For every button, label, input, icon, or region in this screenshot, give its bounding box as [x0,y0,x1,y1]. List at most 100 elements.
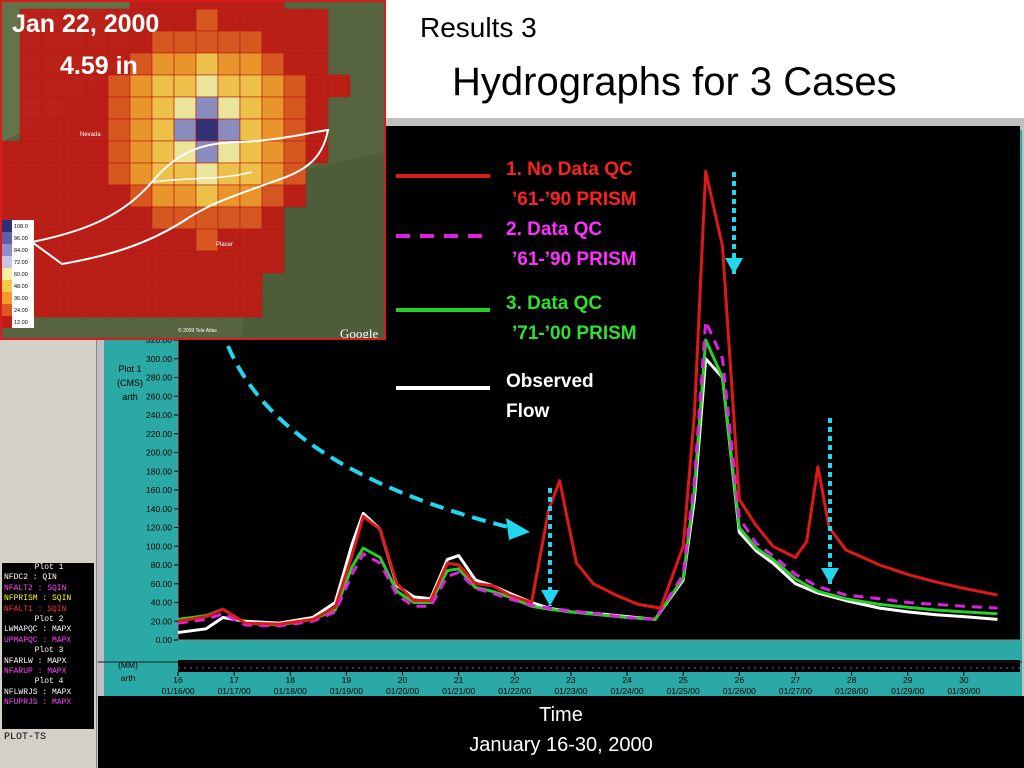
legend-label: Observed [506,371,594,392]
precip-cell [85,140,109,164]
precip-cell [217,96,241,120]
scale-label-bg [12,292,34,304]
legend-label: 1. No Data QC [506,159,633,180]
mm-caption: arth [121,673,136,683]
scale-swatch [2,304,12,316]
precip-cell [151,250,175,274]
precip-cell [129,250,153,274]
precip-cell [151,2,175,10]
precip-cell [107,140,131,164]
precip-cell [239,74,263,98]
precip-cell [41,162,65,186]
scale-value: 12.00 [14,320,28,326]
precip-cell [2,184,21,208]
precip-cell [173,272,197,296]
legend-list-item: UPMAPQC : MAPX [4,635,72,645]
precip-cell [63,228,87,252]
precip-cell [85,184,109,208]
legend-label: 2. Data QC [506,219,602,240]
precip-cell [261,96,285,120]
precip-cell [129,118,153,142]
precip-cell [19,162,43,186]
y-tick-label: 200.00 [146,448,172,458]
precip-cell [63,206,87,230]
precip-cell [283,30,307,54]
x-tick-date: 01/21/00 [442,686,475,696]
legend-label: ’71-’00 PRISM [512,323,637,344]
legend-label: Flow [506,401,549,422]
precip-cell [239,8,263,32]
precip-cell [151,74,175,98]
x-tick-date: 01/16/00 [161,686,194,696]
precip-cell [129,2,153,10]
x-tick-date: 01/23/00 [554,686,587,696]
precip-cell [85,294,109,318]
y-tick-label: 40.00 [151,598,173,608]
precip-cell [63,294,87,318]
precip-cell [261,30,285,54]
precip-cell [107,96,131,120]
precip-cell [151,272,175,296]
google-logo: Google [340,326,379,338]
x-axis-title-band [98,696,1024,768]
precip-cell [151,140,175,164]
x-tick-day: 21 [454,675,464,685]
precip-cell [85,96,109,120]
legend-list-item: NFLWRJS : MAPX [4,687,72,697]
precip-cell [195,228,219,252]
precip-cell [305,30,329,54]
scale-label-bg [12,268,34,280]
precip-cell [217,140,241,164]
precip-cell [173,8,197,32]
x-tick-date: 01/22/00 [498,686,531,696]
precip-cell [217,74,241,98]
precip-cell [195,206,219,230]
precip-cell [239,184,263,208]
precip-cell [195,74,219,98]
place-label: Nevada [80,132,101,138]
x-tick-date: 01/28/00 [835,686,868,696]
precip-cell [261,250,285,274]
legend-list-item: NFPRISM : SQIN [4,594,72,604]
y-tick-label: 0.00 [155,635,172,645]
legend-list-item: Plot 4 [34,677,64,687]
scale-value: 108.0 [14,224,28,230]
x-tick-date: 01/27/00 [779,686,812,696]
precip-cell [2,162,21,186]
precip-cell [239,30,263,54]
plot-ts-label: PLOT-TS [4,732,47,743]
precip-cell [239,118,263,142]
precip-cell [239,96,263,120]
x-tick-day: 25 [678,675,688,685]
precip-cell [19,96,43,120]
y-tick-label: 160.00 [146,485,172,495]
x-tick-date: 01/20/00 [386,686,419,696]
scale-value: 24.00 [14,308,28,314]
precip-cell [261,52,285,76]
x-tick-day: 18 [286,675,296,685]
annotation-arrow-map-head [506,518,530,540]
legend-list-item: NFARUP : MAPX [4,667,67,677]
precip-cell [173,52,197,76]
plot-legend-list: Plot 1 NFDC2 : QIN NFALT2 : SQIN NFPRISM : … [2,563,94,729]
y-axis-caption: (CMS) [117,378,143,388]
x-tick-day: 20 [398,675,408,685]
precip-cell [173,30,197,54]
precip-cell [129,206,153,230]
y-tick-label: 60.00 [151,579,173,589]
precip-cell [107,162,131,186]
precip-cell [41,140,65,164]
x-tick-day: 23 [566,675,576,685]
legend-list-item: NFALT2 : SQIN [4,583,67,593]
legend-list-item: NFARLW : MAPX [4,656,67,666]
precip-cell [173,184,197,208]
precip-cell [195,162,219,186]
y-tick-label: 100.00 [146,541,172,551]
precip-cell [107,250,131,274]
scale-value: 60.00 [14,272,28,278]
precip-cell [217,272,241,296]
place-label: Placer [216,242,233,248]
precip-cell [129,272,153,296]
precip-cell [195,2,219,10]
precip-cell [195,294,219,318]
